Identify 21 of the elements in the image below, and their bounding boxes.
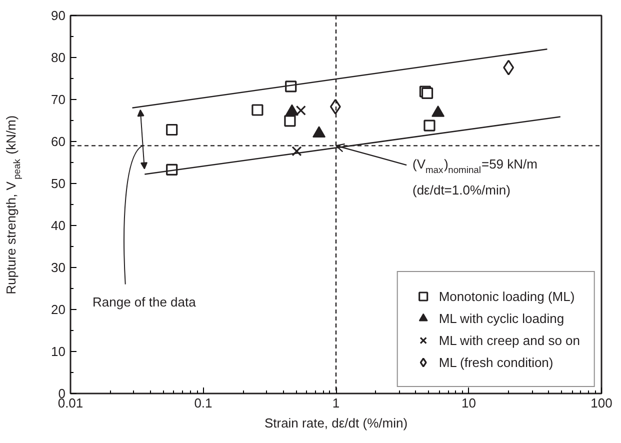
- annotation: Range of the data: [92, 294, 197, 310]
- y-tick-label: 30: [51, 260, 66, 275]
- x-axis-title: Strain rate, dε/dt (%/min): [264, 416, 408, 430]
- y-tick-label: 50: [51, 176, 66, 191]
- annotation: (dε/dt=1.0%/min): [412, 182, 510, 198]
- legend-label: Monotonic loading (ML): [438, 288, 575, 304]
- y-tick-label: 90: [51, 8, 66, 23]
- y-tick-label: 10: [51, 344, 66, 359]
- legend-label: ML with creep and so on: [438, 332, 580, 348]
- y-axis-title: Rupture strength, Vpeak (kN/m): [4, 115, 22, 294]
- legend-label: ML with cyclic loading: [438, 310, 564, 326]
- x-tick-label: 1: [332, 396, 340, 410]
- x-tick-label: 100: [590, 396, 612, 410]
- y-tick-label: 70: [51, 92, 66, 107]
- y-tick-label: 40: [51, 218, 66, 233]
- y-tick-label: 80: [51, 50, 66, 65]
- y-tick-label: 20: [51, 302, 66, 317]
- x-tick-label: 10: [462, 396, 476, 410]
- legend-label: ML (fresh condition): [438, 354, 554, 370]
- y-tick-label: 60: [51, 134, 66, 149]
- x-tick-label: 0.1: [194, 396, 212, 410]
